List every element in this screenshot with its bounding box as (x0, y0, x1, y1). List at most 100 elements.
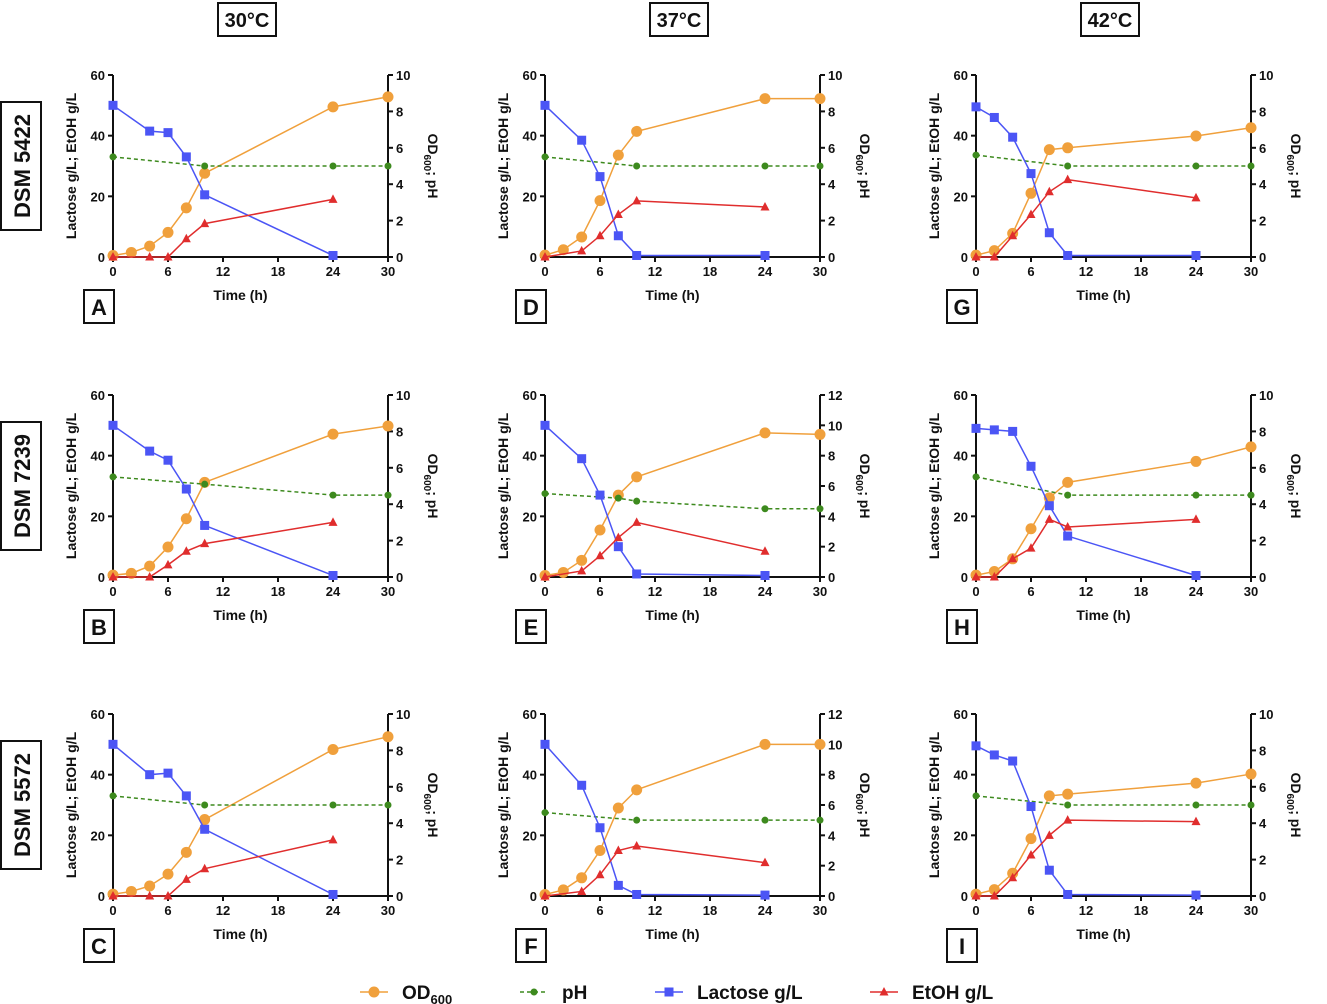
x-tick-label: 12 (216, 584, 230, 599)
left-axis-label: Lactose g/L; EtOH g/L (63, 92, 79, 239)
etoh-point (760, 546, 770, 555)
ph-line (975, 154, 1251, 167)
x-tick-label: 12 (216, 264, 230, 279)
x-tick-label: 24 (326, 903, 341, 918)
right-axis-label: OD600; pH (1284, 773, 1304, 838)
panel-letter: H (954, 615, 970, 640)
ph-point (614, 494, 622, 502)
left-tick-label: 60 (523, 707, 537, 722)
lactose-line (112, 104, 334, 257)
x-tick-label: 24 (758, 903, 773, 918)
left-tick-label: 0 (530, 250, 537, 265)
lactose-point (1026, 169, 1036, 179)
od-point (162, 868, 174, 880)
ph-point (816, 162, 824, 170)
etoh-point (1026, 209, 1036, 219)
right-axis-label-sub: 600 (1284, 475, 1295, 492)
right-axis-label-main: OD (425, 454, 441, 475)
lactose-point (595, 823, 605, 833)
x-axis-label: Time (h) (645, 926, 699, 942)
left-tick-label: 0 (961, 570, 968, 585)
left-tick-label: 0 (961, 250, 968, 265)
left-tick-label: 60 (91, 68, 105, 83)
lactose-line (544, 743, 766, 896)
lactose-point (760, 570, 770, 580)
lactose-point (1191, 570, 1201, 580)
od-point (631, 125, 643, 137)
row-header-box (0, 740, 42, 870)
ph-point (329, 801, 337, 809)
x-tick-label: 24 (758, 584, 773, 599)
right-tick-label: 4 (396, 177, 404, 192)
od-line (112, 425, 389, 576)
ph-point (1192, 162, 1200, 170)
right-tick-label: 6 (396, 141, 403, 156)
right-axis-label-tail: ; pH (1288, 810, 1304, 837)
od-point (1025, 187, 1037, 199)
etoh-point (613, 845, 623, 854)
ph-point (384, 801, 392, 809)
ph-point (761, 505, 769, 513)
ph-point (1064, 801, 1072, 809)
lactose-line (544, 104, 765, 257)
right-axis-label: OD600; pH (421, 454, 441, 519)
right-axis-label: OD600; pH (421, 773, 441, 838)
lactose-point (1191, 890, 1201, 900)
etoh-point (1191, 514, 1201, 523)
x-tick-label: 30 (813, 903, 827, 918)
etoh-line (113, 198, 334, 258)
od-point (759, 738, 771, 750)
etoh-line (113, 521, 334, 578)
lactose-point (540, 420, 550, 430)
etoh-point (613, 532, 623, 542)
panel-letter-box (946, 289, 978, 324)
od-point (382, 731, 394, 743)
right-axis-label-tail: ; pH (1288, 491, 1304, 518)
right-tick-label: 4 (396, 816, 404, 831)
legend-marker (879, 987, 889, 996)
od-point (125, 567, 137, 579)
left-tick-label: 40 (91, 129, 105, 144)
right-tick-label: 6 (1259, 141, 1266, 156)
right-axis-label: OD600; pH (1284, 454, 1304, 519)
x-tick-label: 12 (216, 903, 230, 918)
ph-point (329, 162, 337, 170)
od-point (144, 880, 156, 892)
left-axis-label: Lactose g/L; EtOH g/L (63, 412, 79, 559)
lactose-point (760, 890, 770, 900)
panel-letter: A (91, 295, 107, 320)
etoh-point (1063, 174, 1073, 184)
lactose-point (200, 190, 210, 200)
lactose-point (595, 172, 605, 182)
left-tick-label: 20 (91, 509, 105, 524)
x-axis-label: Time (h) (213, 607, 267, 623)
od-point (759, 93, 771, 105)
etoh-point (577, 245, 587, 255)
ph-line (544, 156, 820, 167)
ph-point (1064, 491, 1072, 499)
ph-point (329, 491, 337, 499)
left-tick-label: 40 (91, 449, 105, 464)
od-point (1245, 768, 1257, 780)
ph-line (975, 476, 1251, 496)
etoh-point (1191, 192, 1201, 202)
left-axis-label: Lactose g/L; EtOH g/L (495, 412, 511, 559)
ph-point (633, 497, 641, 505)
lactose-point (1008, 756, 1018, 766)
od-point (576, 554, 588, 566)
row-header-box (0, 421, 42, 551)
right-tick-label: 10 (828, 737, 842, 752)
od-point (814, 93, 826, 105)
etoh-point (989, 252, 999, 261)
lactose-point (577, 454, 587, 464)
panel-letter: D (523, 295, 539, 320)
right-tick-label: 2 (396, 853, 403, 868)
left-tick-label: 40 (523, 449, 537, 464)
x-axis-label: Time (h) (213, 287, 267, 303)
right-axis-label-tail: ; pH (425, 491, 441, 518)
od-point (125, 885, 137, 897)
ph-point (201, 480, 209, 488)
x-tick-label: 0 (109, 584, 116, 599)
od-point (1245, 441, 1257, 453)
